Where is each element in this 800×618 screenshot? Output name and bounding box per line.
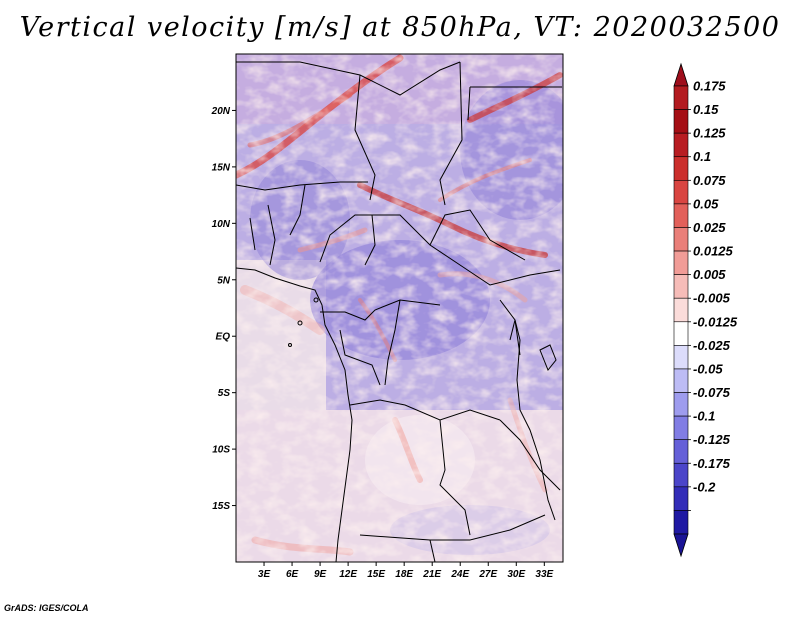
lon-tick-label: 24E: [450, 569, 469, 580]
colorbar-segment: [673, 415, 689, 440]
colorbar-segment: [673, 250, 689, 275]
colorbar-label: 0.125: [693, 126, 726, 141]
colorbar-label: 0.005: [693, 267, 726, 282]
colorbar-label: -0.0125: [693, 314, 738, 329]
lon-tick-label: 12E: [339, 569, 357, 580]
velocity-field: [236, 54, 563, 562]
latitude-axis: 20N 15N 10N 5N EQ 5S 10S 15S: [211, 106, 236, 512]
colorbar-segment: [673, 345, 689, 370]
colorbar-label: 0.025: [693, 220, 726, 235]
colorbar-segment: [673, 392, 689, 417]
colorbar-label: -0.005: [693, 291, 731, 306]
lat-tick-label: EQ: [216, 332, 231, 343]
colorbar-label: 0.075: [693, 173, 726, 188]
colorbar-segment: [673, 227, 689, 252]
colorbar: 0.175 0.15 0.125 0.1 0.075 0.05 0.025 0.0125 0.0…: [673, 62, 738, 558]
colorbar-segment: [673, 85, 689, 110]
colorbar-segment: [673, 462, 689, 488]
colorbar-bottom-arrow: [673, 533, 689, 558]
lon-tick-label: 27E: [478, 569, 497, 580]
coastline: [236, 267, 557, 562]
colorbar-label: -0.2: [693, 479, 716, 494]
lat-tick-label: 20N: [211, 106, 231, 117]
grads-credit: GrADS: IGES/COLA: [4, 603, 89, 613]
lon-tick-label: 30E: [507, 569, 525, 580]
lon-tick-label: 3E: [258, 569, 271, 580]
lon-tick-label: 18E: [395, 569, 413, 580]
longitude-axis: 3E 6E 9E 12E 15E 18E 21E 24E 27E 30E 33E: [258, 562, 554, 580]
colorbar-segment: [673, 486, 689, 511]
colorbar-segment: [673, 156, 689, 181]
colorbar-segment: [673, 297, 689, 323]
colorbar-segment: [673, 132, 689, 158]
lat-tick-label: 5S: [218, 388, 231, 399]
colorbar-label: 0.0125: [693, 244, 734, 259]
lat-tick-label: 10N: [212, 219, 231, 230]
map-title: Vertical velocity [m/s] at 850hPa, VT: 2…: [19, 12, 781, 43]
lon-tick-label: 21E: [422, 569, 441, 580]
colorbar-segment: [673, 203, 689, 228]
lon-tick-label: 6E: [286, 569, 299, 580]
field-texture: [236, 54, 563, 562]
colorbar-segment: [673, 510, 689, 535]
colorbar-segment: [673, 109, 689, 134]
islands: [288, 297, 319, 347]
country-boundaries: [236, 61, 562, 562]
colorbar-label: 0.1: [693, 149, 711, 164]
colorbar-label: 0.15: [693, 102, 719, 117]
colorbar-label: -0.125: [693, 432, 731, 447]
lat-tick-label: 15N: [212, 162, 231, 173]
lon-tick-label: 9E: [314, 569, 327, 580]
colorbar-label: -0.1: [693, 409, 715, 424]
colorbar-label: 0.05: [693, 196, 719, 211]
colorbar-segment: [673, 439, 689, 464]
field-tint: [236, 54, 563, 562]
colorbar-segment: [673, 180, 689, 205]
map-frame: [235, 53, 564, 563]
lat-tick-label: 10S: [212, 445, 230, 456]
lon-tick-label: 33E: [535, 569, 553, 580]
colorbar-label: -0.025: [693, 338, 731, 353]
colorbar-label: -0.075: [693, 385, 731, 400]
colorbar-segment: [673, 368, 689, 393]
colorbar-segment: [673, 274, 689, 299]
colorbar-top-arrow: [673, 62, 689, 87]
lat-tick-label: 15S: [212, 501, 230, 512]
colorbar-segment: [673, 321, 689, 346]
colorbar-label: -0.175: [693, 456, 731, 471]
lat-tick-label: 5N: [217, 275, 231, 286]
lon-tick-label: 15E: [367, 569, 385, 580]
colorbar-label: -0.05: [693, 361, 723, 376]
colorbar-label: 0.175: [693, 79, 726, 94]
